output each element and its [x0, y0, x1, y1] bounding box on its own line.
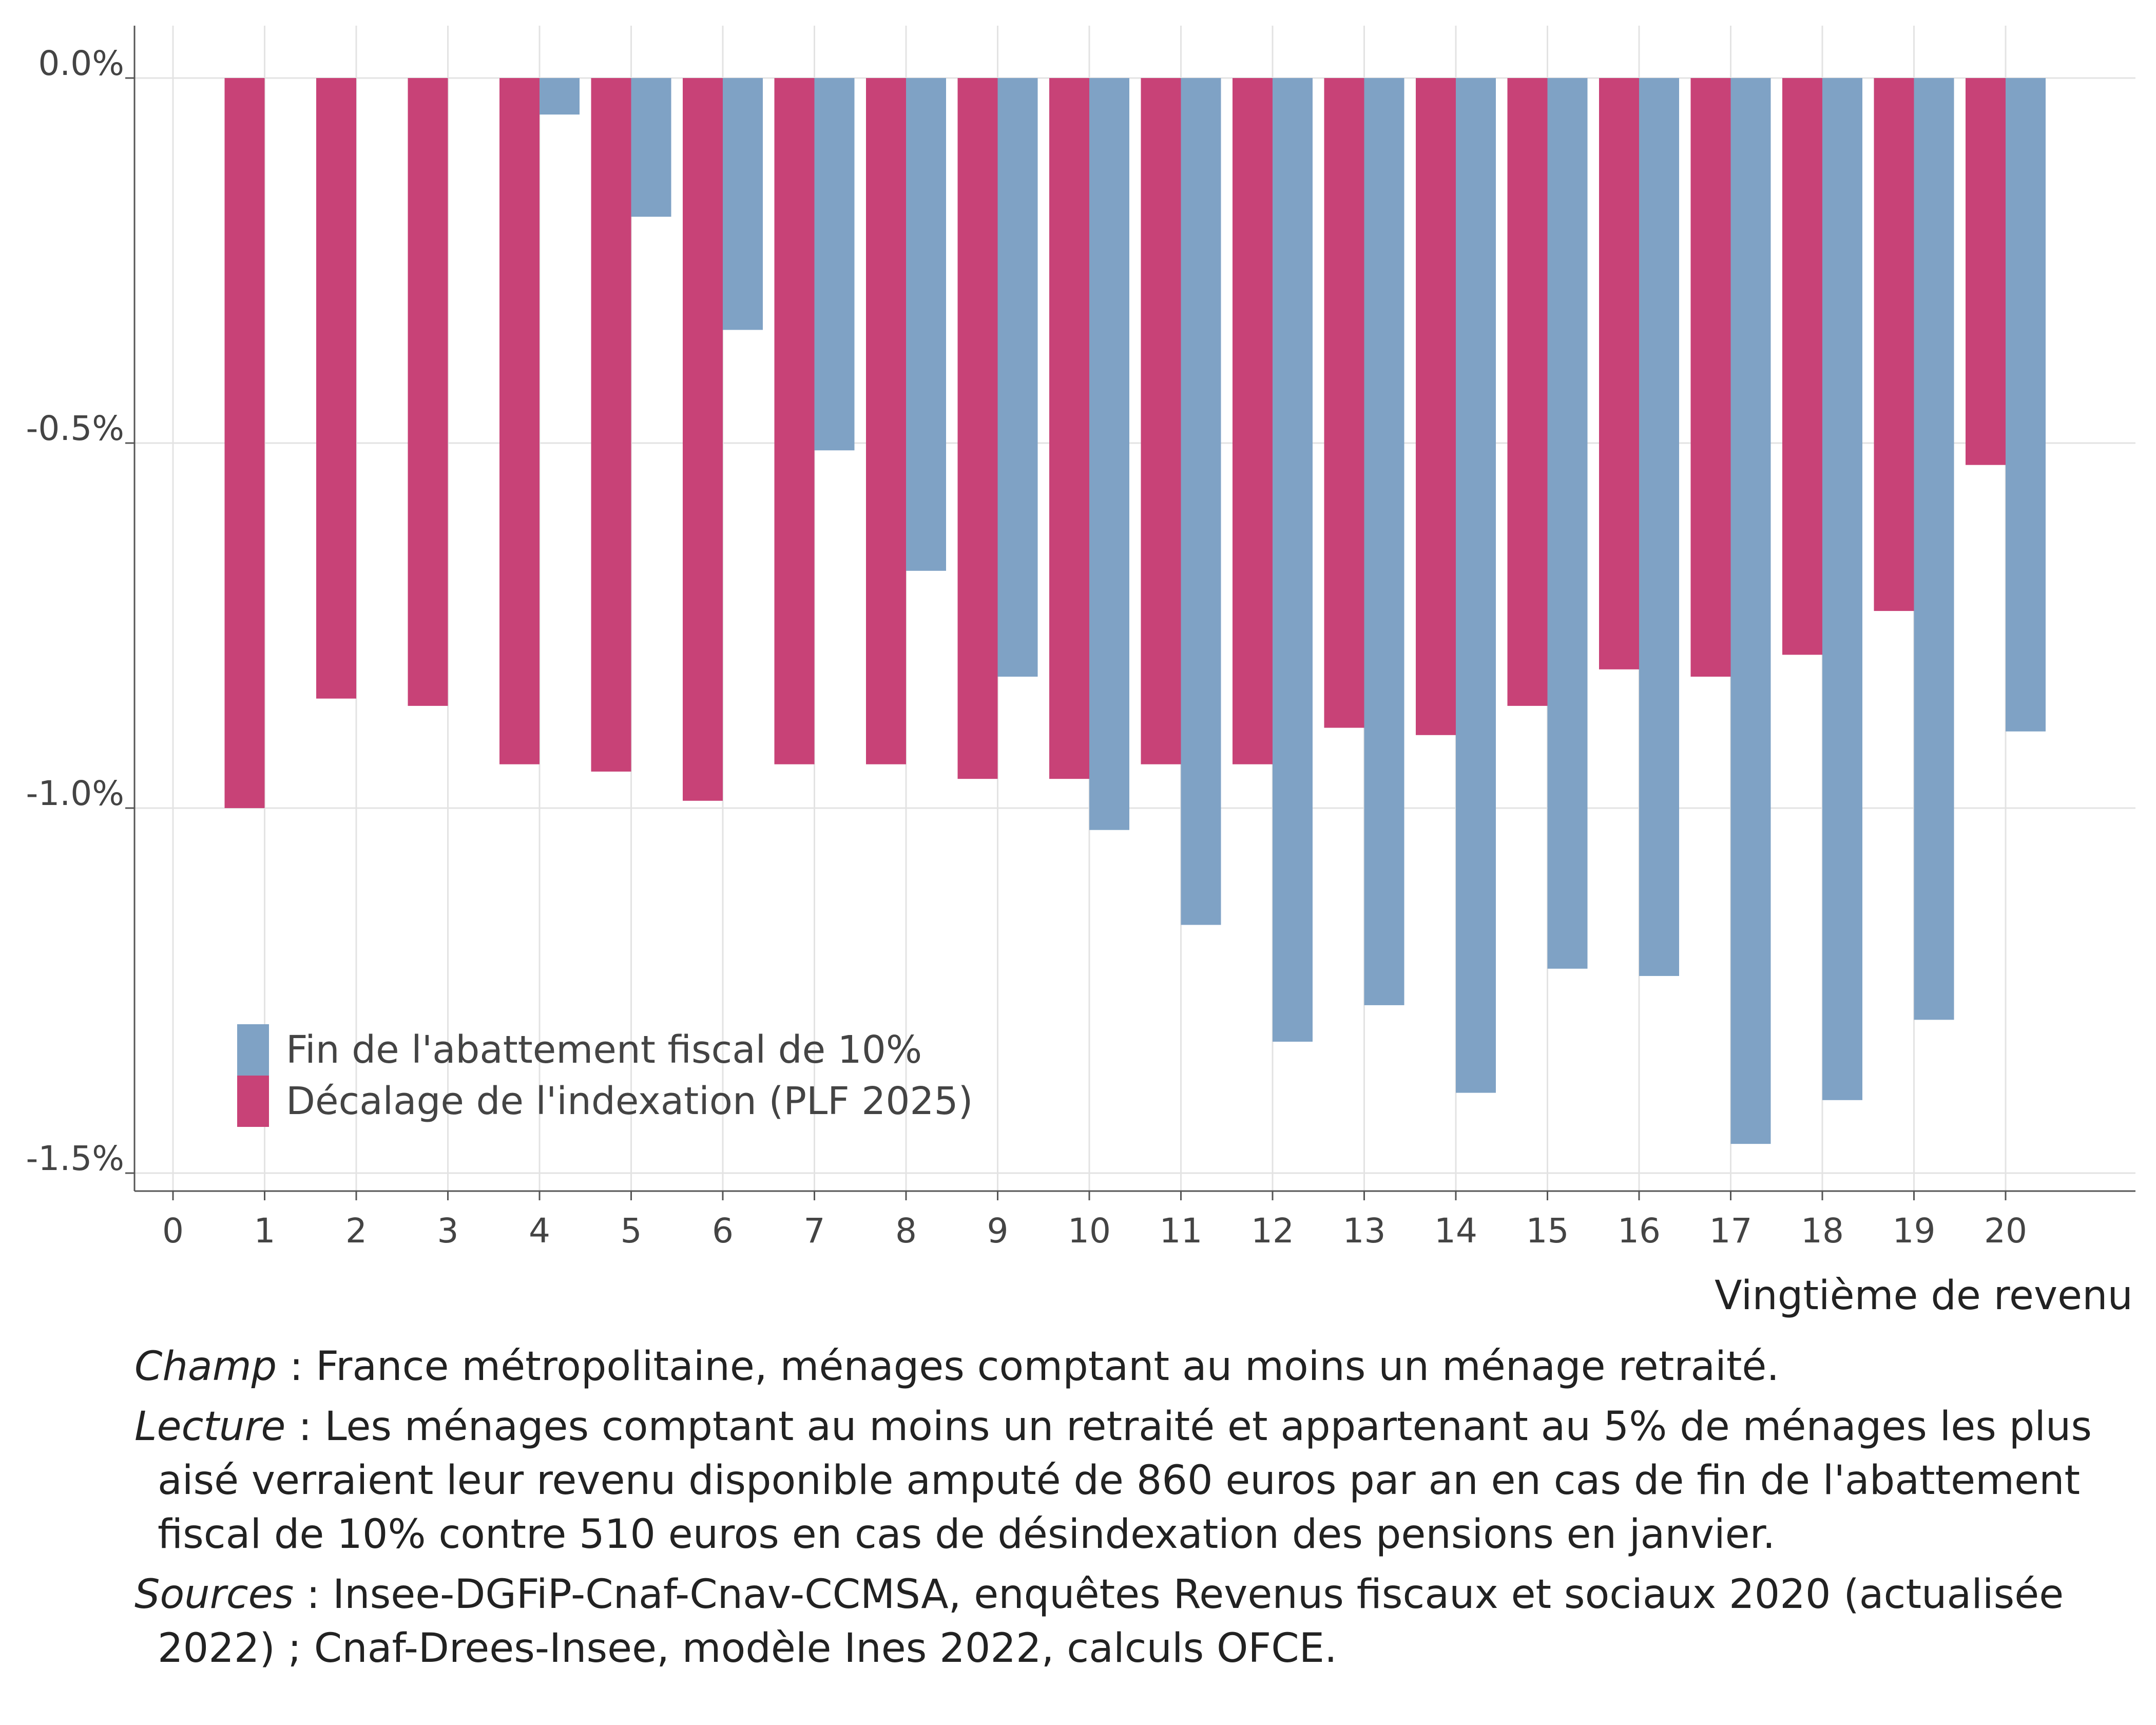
- y-tick-label: 0.0%: [38, 44, 124, 83]
- note-separator: :: [277, 1344, 316, 1390]
- note-lecture: Lecture : Les ménages comptant au moins …: [134, 1400, 2126, 1562]
- bar-abattement: [997, 78, 1038, 677]
- x-tick-label: 8: [895, 1211, 917, 1251]
- bar-abattement: [1822, 78, 1862, 1100]
- bar-indexation: [224, 78, 265, 808]
- bar-abattement: [1730, 78, 1771, 1144]
- bar-abattement: [1639, 78, 1679, 976]
- bar-indexation: [1416, 78, 1456, 735]
- bar-indexation: [1966, 78, 2006, 465]
- x-tick-label: 3: [437, 1211, 459, 1251]
- note-key: Lecture: [134, 1404, 286, 1450]
- x-tick-label: 14: [1434, 1211, 1477, 1251]
- x-tick-label: 6: [712, 1211, 734, 1251]
- y-tick-label: -1.5%: [26, 1139, 125, 1178]
- x-tick-label: 1: [254, 1211, 276, 1251]
- bar-abattement: [2006, 78, 2046, 732]
- y-tick-label: -0.5%: [26, 409, 125, 448]
- bar-abattement: [1456, 78, 1496, 1093]
- bar-indexation: [1324, 78, 1364, 728]
- bar-abattement: [1181, 78, 1221, 925]
- bar-indexation: [1233, 78, 1273, 764]
- note-text: Insee-DGFiP-Cnaf-Cnav-CCMSA, enquêtes Re…: [158, 1571, 2064, 1672]
- bar-indexation: [1874, 78, 1914, 611]
- x-tick-labels: 0 1 2 3 4 5 6 7 8 9 10 11 12 13 14 15 16 17 18 19 20: [162, 1211, 2027, 1251]
- x-tick-label: 4: [529, 1211, 550, 1251]
- bar-abattement: [906, 78, 946, 571]
- x-tick-label: 12: [1251, 1211, 1294, 1251]
- note-text: France métropolitaine, ménages comptant …: [316, 1344, 1780, 1390]
- bar-indexation: [1049, 78, 1089, 779]
- x-tick-label: 17: [1709, 1211, 1753, 1251]
- x-tick-label: 13: [1343, 1211, 1386, 1251]
- bar-indexation: [683, 78, 723, 801]
- bar-indexation: [774, 78, 815, 764]
- notes: Champ : France métropolitaine, ménages c…: [134, 1340, 2126, 1682]
- bar-indexation: [957, 78, 998, 779]
- x-tick-label: 20: [1984, 1211, 2027, 1251]
- bar-abattement: [1914, 78, 1954, 1020]
- x-tick-label: 16: [1618, 1211, 1661, 1251]
- y-tick-label: -1.0%: [26, 774, 125, 813]
- x-tick-label: 11: [1160, 1211, 1203, 1251]
- bar-abattement: [1547, 78, 1588, 969]
- bar-indexation: [1141, 78, 1181, 764]
- x-tick-label: 10: [1068, 1211, 1111, 1251]
- bar-indexation: [1599, 78, 1639, 669]
- note-key: Champ: [134, 1344, 277, 1390]
- y-tick-labels: 0.0% -0.5% -1.0% -1.5%: [26, 44, 125, 1178]
- bar-abattement: [723, 78, 763, 330]
- x-tick-label: 9: [987, 1211, 1009, 1251]
- x-tick-label: 19: [1893, 1211, 1936, 1251]
- bar-abattement: [540, 78, 580, 115]
- bar-indexation: [1782, 78, 1822, 655]
- bar-abattement: [1273, 78, 1313, 1042]
- bar-indexation: [1507, 78, 1548, 706]
- legend-label: Décalage de l'indexation (PLF 2025): [286, 1079, 973, 1123]
- note-champ: Champ : France métropolitaine, ménages c…: [134, 1340, 2126, 1394]
- bar-indexation: [866, 78, 906, 764]
- note-key: Sources: [134, 1571, 294, 1618]
- bar-indexation: [1690, 78, 1731, 677]
- bars: [224, 78, 2046, 1144]
- bar-abattement: [631, 78, 671, 217]
- legend: Fin de l'abattement fiscal de 10% Décalag…: [237, 1024, 973, 1127]
- x-tick-label: 0: [162, 1211, 184, 1251]
- legend-label: Fin de l'abattement fiscal de 10%: [286, 1028, 922, 1072]
- bar-abattement: [1364, 78, 1404, 1005]
- axes: [125, 26, 2135, 1200]
- bar-indexation: [408, 78, 448, 706]
- x-tick-label: 15: [1526, 1211, 1569, 1251]
- bar-chart: 0.0%-0.5%-1.0%-1.5% 0 1 2 3 4 5 6 7 8 9 10 11 12 13 14…: [26, 26, 2135, 1319]
- note-separator: :: [294, 1571, 333, 1618]
- x-tick-label: 18: [1801, 1211, 1844, 1251]
- bar-indexation: [591, 78, 631, 772]
- bar-abattement: [1089, 78, 1129, 830]
- bar-indexation: [316, 78, 356, 699]
- note-separator: :: [285, 1404, 325, 1450]
- x-tick-label: 2: [345, 1211, 367, 1251]
- legend-swatch: [237, 1076, 269, 1127]
- x-tick-label: 5: [621, 1211, 642, 1251]
- legend-swatch: [237, 1024, 269, 1076]
- x-axis-title: Vingtième de revenu: [1715, 1273, 2133, 1319]
- bar-abattement: [814, 78, 855, 451]
- note-sources: Sources : Insee-DGFiP-Cnaf-Cnav-CCMSA, e…: [134, 1568, 2126, 1676]
- x-tick-label: 7: [804, 1211, 825, 1251]
- bar-indexation: [499, 78, 540, 764]
- note-text: Les ménages comptant au moins un retrait…: [158, 1404, 2092, 1558]
